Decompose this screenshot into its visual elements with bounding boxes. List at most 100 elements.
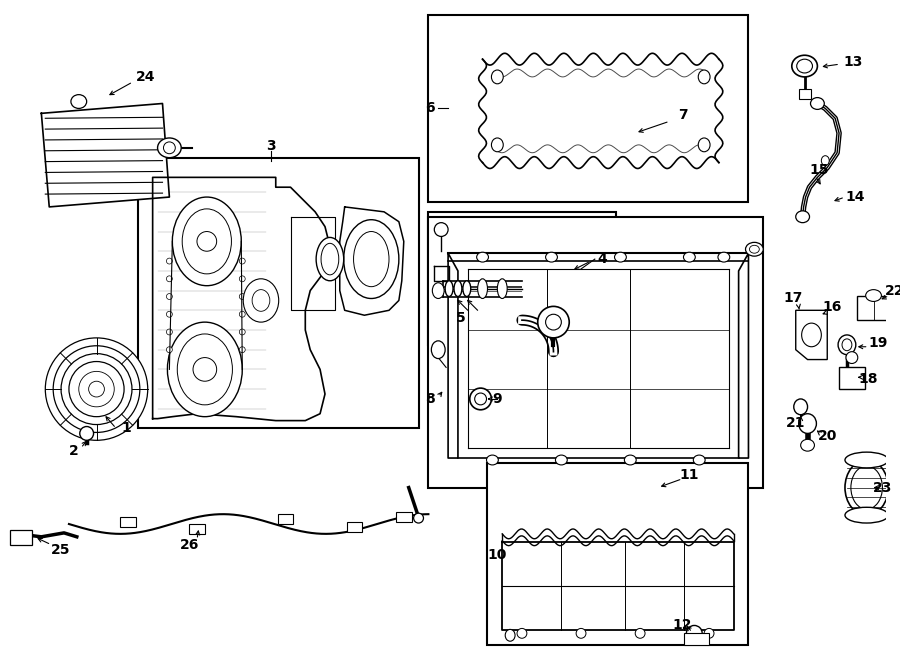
- Text: 11: 11: [680, 468, 699, 482]
- Polygon shape: [340, 207, 404, 315]
- Text: 10: 10: [488, 547, 507, 562]
- Ellipse shape: [635, 629, 645, 639]
- Text: 18: 18: [859, 372, 878, 386]
- Ellipse shape: [316, 237, 344, 281]
- Bar: [428, 15, 749, 202]
- Polygon shape: [153, 177, 330, 420]
- Ellipse shape: [798, 414, 816, 434]
- Ellipse shape: [802, 323, 822, 347]
- Text: 12: 12: [672, 619, 692, 633]
- Ellipse shape: [615, 253, 626, 262]
- Ellipse shape: [239, 347, 245, 353]
- Text: 13: 13: [843, 55, 862, 69]
- Ellipse shape: [545, 253, 557, 262]
- Ellipse shape: [478, 279, 488, 299]
- Bar: [346, 522, 363, 532]
- Ellipse shape: [71, 95, 86, 108]
- Ellipse shape: [801, 440, 814, 451]
- Ellipse shape: [822, 156, 829, 165]
- Text: 25: 25: [51, 543, 71, 557]
- Ellipse shape: [166, 347, 172, 353]
- Ellipse shape: [239, 329, 245, 335]
- Ellipse shape: [683, 253, 696, 262]
- Bar: [839, 368, 865, 389]
- Ellipse shape: [61, 354, 132, 424]
- Ellipse shape: [239, 258, 245, 264]
- Text: 20: 20: [817, 430, 837, 444]
- Ellipse shape: [435, 223, 448, 237]
- Bar: [685, 633, 709, 645]
- Text: 4: 4: [598, 252, 608, 266]
- Ellipse shape: [344, 219, 399, 299]
- Text: 23: 23: [873, 481, 892, 494]
- Bar: [138, 158, 419, 428]
- Bar: [120, 517, 136, 527]
- Text: 1: 1: [122, 422, 130, 436]
- Bar: [798, 89, 811, 98]
- Ellipse shape: [243, 279, 279, 322]
- Ellipse shape: [45, 338, 148, 440]
- Bar: [396, 512, 411, 522]
- Ellipse shape: [182, 209, 231, 274]
- Ellipse shape: [177, 334, 232, 405]
- Ellipse shape: [432, 283, 445, 299]
- Ellipse shape: [197, 231, 217, 251]
- Text: 17: 17: [783, 292, 803, 305]
- Ellipse shape: [53, 346, 140, 432]
- Text: 9: 9: [492, 392, 502, 406]
- Ellipse shape: [845, 460, 888, 515]
- Ellipse shape: [193, 358, 217, 381]
- Ellipse shape: [88, 381, 104, 397]
- Bar: [428, 212, 616, 345]
- Bar: [488, 463, 749, 645]
- Text: 19: 19: [868, 336, 888, 350]
- Ellipse shape: [576, 629, 586, 639]
- Ellipse shape: [537, 306, 569, 338]
- Ellipse shape: [842, 339, 852, 351]
- Ellipse shape: [491, 138, 503, 152]
- Ellipse shape: [166, 276, 172, 282]
- Ellipse shape: [794, 399, 807, 414]
- Ellipse shape: [845, 507, 888, 523]
- Ellipse shape: [166, 311, 172, 317]
- Text: 2: 2: [69, 444, 78, 458]
- Ellipse shape: [555, 455, 567, 465]
- Text: 7: 7: [678, 108, 688, 122]
- Ellipse shape: [698, 138, 710, 152]
- Ellipse shape: [545, 314, 562, 330]
- Ellipse shape: [625, 455, 636, 465]
- Text: 3: 3: [266, 139, 275, 153]
- Ellipse shape: [866, 290, 881, 301]
- Ellipse shape: [498, 279, 508, 299]
- Ellipse shape: [846, 352, 858, 364]
- Ellipse shape: [80, 426, 94, 440]
- Ellipse shape: [166, 293, 172, 299]
- Text: 15: 15: [810, 163, 829, 177]
- Text: 21: 21: [786, 416, 806, 430]
- Ellipse shape: [745, 243, 763, 256]
- Ellipse shape: [796, 211, 809, 223]
- Text: 8: 8: [426, 392, 436, 406]
- Bar: [189, 524, 205, 534]
- Ellipse shape: [354, 231, 389, 287]
- Ellipse shape: [693, 455, 705, 465]
- Ellipse shape: [431, 341, 446, 358]
- Ellipse shape: [239, 293, 245, 299]
- Bar: [10, 530, 32, 545]
- Ellipse shape: [850, 466, 882, 509]
- Ellipse shape: [477, 253, 489, 262]
- Ellipse shape: [845, 452, 888, 468]
- Ellipse shape: [491, 70, 503, 84]
- Text: 26: 26: [179, 537, 199, 552]
- Ellipse shape: [792, 56, 817, 77]
- Ellipse shape: [487, 455, 499, 465]
- Ellipse shape: [164, 142, 176, 154]
- Ellipse shape: [321, 243, 338, 275]
- Ellipse shape: [470, 388, 491, 410]
- Text: 5: 5: [456, 311, 466, 325]
- Polygon shape: [796, 310, 827, 360]
- Polygon shape: [41, 104, 169, 207]
- Ellipse shape: [811, 98, 824, 110]
- Ellipse shape: [838, 335, 856, 355]
- Ellipse shape: [446, 281, 453, 297]
